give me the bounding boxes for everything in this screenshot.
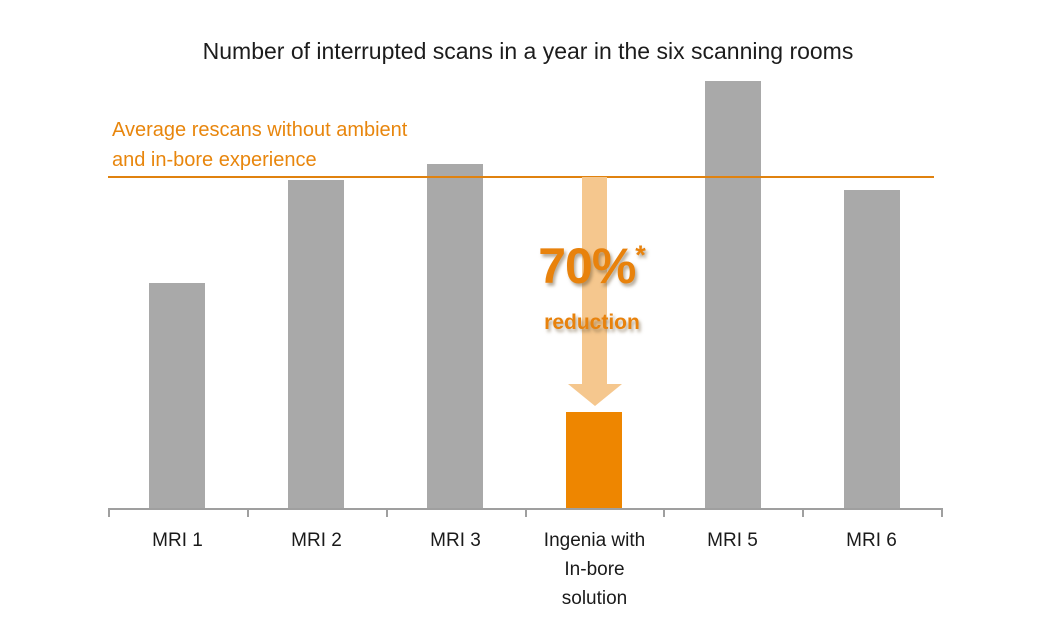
category-label: MRI 2 xyxy=(291,530,342,551)
axis-tick xyxy=(663,508,665,517)
average-line xyxy=(108,176,934,178)
axis-tick xyxy=(247,508,249,517)
category-label: MRI 5 xyxy=(707,530,758,551)
category-label: Ingenia with In-bore solution xyxy=(543,530,646,609)
reduction-annotation: 70%* reduction xyxy=(492,238,692,335)
chart-title: Number of interrupted scans in a year in… xyxy=(202,38,854,64)
bar-mri-3 xyxy=(427,164,483,508)
bar-mri-6 xyxy=(844,190,900,508)
bar-mri-5 xyxy=(705,81,761,508)
bar-mri-1 xyxy=(149,283,205,508)
bar-mri-2 xyxy=(288,180,344,508)
axis-tick xyxy=(802,508,804,517)
reduction-asterisk: * xyxy=(635,240,646,270)
down-arrow-head xyxy=(568,384,622,406)
category-label: MRI 6 xyxy=(846,530,897,551)
axis-tick xyxy=(525,508,527,517)
reduction-caption: reduction xyxy=(544,311,640,334)
category-label: MRI 1 xyxy=(152,530,203,551)
category-label: MRI 3 xyxy=(430,530,481,551)
axis-tick xyxy=(386,508,388,517)
axis-tick xyxy=(941,508,943,517)
reduction-percent-value: 70% xyxy=(538,238,636,294)
down-arrow-shaft xyxy=(582,177,607,384)
axis-tick xyxy=(108,508,110,517)
reduction-percent-line: 70%* xyxy=(492,238,692,307)
bar-ingenia-with-in-bore-solution xyxy=(566,412,622,508)
average-line-label: Average rescans without ambient and in-b… xyxy=(112,119,408,171)
